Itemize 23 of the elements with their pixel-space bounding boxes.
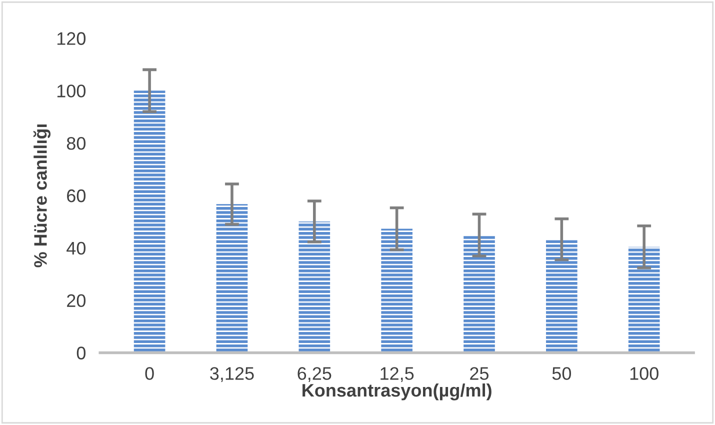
x-tick-label: 50 — [552, 367, 572, 380]
bar — [134, 90, 166, 353]
y-tick-label: 120 — [57, 32, 86, 45]
bar — [628, 246, 660, 353]
y-tick-label: 40 — [66, 242, 86, 255]
x-axis-title: Konsantrasyon(µg/ml) — [302, 383, 492, 400]
y-tick-label: 60 — [67, 189, 86, 202]
bar — [546, 239, 578, 353]
x-tick-label: 12,5 — [380, 367, 414, 382]
x-tick-label: 6,25 — [298, 367, 332, 382]
y-tick-label: 100 — [57, 84, 86, 98]
x-tick-label: 3,125 — [210, 367, 254, 382]
y-tick-label: 80 — [66, 137, 86, 150]
x-tick-label: 100 — [630, 367, 658, 380]
y-tick-label: 0 — [76, 346, 86, 360]
bar — [216, 204, 248, 353]
bar — [298, 221, 330, 353]
y-tick-label: 20 — [67, 294, 86, 308]
bar — [381, 228, 412, 353]
y-axis-title: % Hücre canlılığı — [33, 124, 51, 268]
x-tick-label: 25 — [470, 367, 489, 380]
x-tick-label: 0 — [145, 367, 154, 380]
bar — [464, 235, 495, 353]
